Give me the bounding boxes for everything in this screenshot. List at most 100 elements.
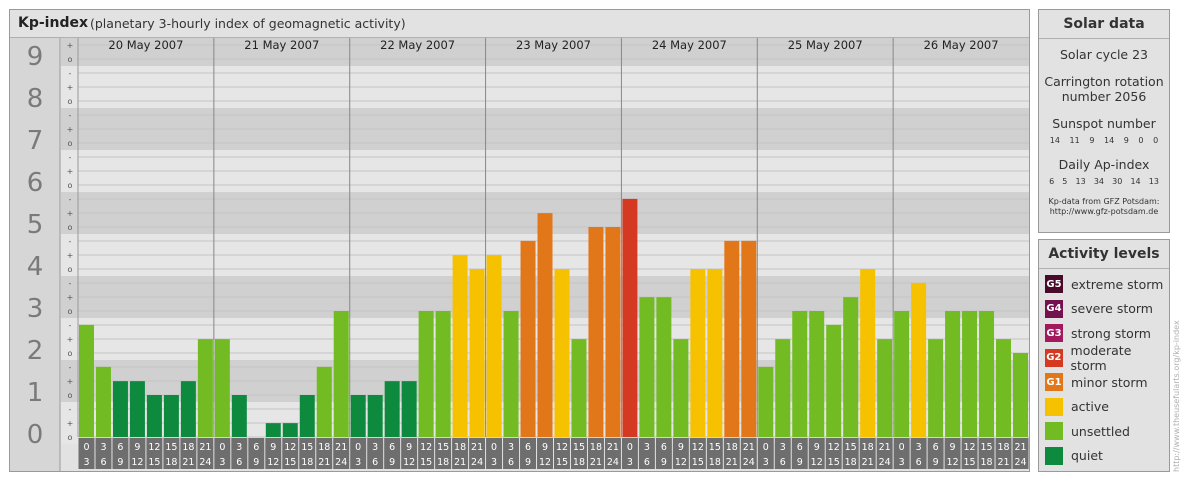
y-subtick-label: o: [68, 97, 73, 106]
interval-end-label: 6: [780, 457, 786, 468]
y-subtick-label: -: [69, 111, 72, 120]
interval-start-label: 9: [270, 442, 276, 453]
kp-bar: [945, 311, 961, 437]
interval-start-label: 6: [253, 442, 259, 453]
sunspot-value: 0: [1138, 136, 1144, 145]
interval-end-label: 12: [539, 457, 551, 468]
day-label: 25 May 2007: [788, 38, 863, 52]
interval-start-label: 21: [879, 442, 891, 453]
y-subtick-label: o: [68, 307, 73, 316]
interval-start-label: 6: [661, 442, 667, 453]
y-tick-label: 6: [27, 168, 44, 198]
interval-cell: [927, 438, 944, 469]
level-g3: G3 strong storm: [1045, 323, 1151, 343]
kp-bar: [435, 311, 451, 437]
interval-start-label: 0: [219, 442, 225, 453]
interval-start-label: 12: [964, 442, 976, 453]
level-g5: G5 extreme storm: [1045, 274, 1163, 294]
kp-bar: [826, 324, 842, 437]
interval-cell: [367, 438, 384, 469]
y-subtick-label: o: [68, 139, 73, 148]
day-label: 26 May 2007: [924, 38, 999, 52]
ap-value: 13: [1075, 177, 1086, 186]
kp-bar: [299, 395, 315, 437]
kp-bar: [843, 297, 859, 437]
interval-cell: [995, 438, 1012, 469]
level-swatch: G1: [1045, 373, 1063, 391]
level-quiet: quiet: [1045, 446, 1103, 466]
interval-cell: [129, 438, 146, 469]
interval-cell: [587, 438, 604, 469]
y-tick-label: 3: [27, 294, 44, 324]
level-label: strong storm: [1071, 325, 1151, 341]
interval-end-label: 18: [573, 457, 585, 468]
interval-end-label: 3: [355, 457, 361, 468]
kp-bar: [452, 255, 468, 437]
kp-bar: [180, 381, 196, 437]
sunspot-value: 14: [1049, 136, 1060, 145]
kp-bar: [197, 339, 213, 437]
kp-bar: [333, 311, 349, 437]
level-label: severe storm: [1071, 301, 1153, 316]
y-tick-label: 0: [27, 420, 44, 450]
interval-start-label: 0: [491, 442, 497, 453]
interval-cell: [570, 438, 587, 469]
interval-cell: [910, 438, 927, 469]
day-label: 20 May 2007: [108, 38, 183, 52]
interval-end-label: 21: [726, 457, 738, 468]
level-active: active: [1045, 397, 1109, 417]
interval-end-label: 15: [420, 457, 432, 468]
day-label: 21 May 2007: [244, 38, 319, 52]
interval-start-label: 9: [406, 442, 412, 453]
interval-start-label: 12: [828, 442, 840, 453]
sunspot-value: 9: [1089, 136, 1095, 145]
level-label: quiet: [1071, 448, 1103, 463]
interval-end-label: 21: [590, 457, 602, 468]
interval-start-label: 9: [950, 442, 956, 453]
ap-value: 13: [1148, 177, 1159, 186]
kp-bar: [418, 311, 434, 437]
y-subtick-label: o: [68, 223, 73, 232]
interval-cell: [401, 438, 418, 469]
interval-end-label: 12: [267, 457, 279, 468]
interval-cell: [520, 438, 537, 469]
y-subtick-label: +: [67, 125, 74, 134]
y-subtick-label: -: [69, 237, 72, 246]
y-subtick-label: +: [67, 377, 74, 386]
interval-end-label: 3: [899, 457, 905, 468]
watermark: http://www.theusefularts.org/kp-index: [1172, 320, 1181, 472]
interval-cell: [146, 438, 163, 469]
interval-start-label: 21: [199, 442, 211, 453]
activity-levels-title: Activity levels: [1039, 240, 1169, 269]
interval-end-label: 9: [389, 457, 395, 468]
interval-cell: [384, 438, 401, 469]
kp-bar: [95, 366, 111, 437]
interval-end-label: 24: [335, 457, 347, 468]
chart-title: Kp-index: [18, 15, 88, 31]
y-subtick-label: -: [69, 321, 72, 330]
interval-cell: [214, 438, 231, 469]
interval-end-label: 9: [525, 457, 531, 468]
interval-end-label: 18: [709, 457, 721, 468]
y-subtick-label: -: [69, 279, 72, 288]
interval-end-label: 3: [491, 457, 497, 468]
interval-cell: [672, 438, 689, 469]
interval-end-label: 9: [933, 457, 939, 468]
y-axis-column: [10, 38, 60, 471]
interval-end-label: 6: [100, 457, 106, 468]
interval-start-label: 18: [862, 442, 874, 453]
interval-start-label: 0: [83, 442, 89, 453]
y-subtick-label: +: [67, 167, 74, 176]
source-link[interactable]: http://www.gfz-potsdam.de: [1049, 207, 1159, 216]
interval-end-label: 6: [236, 457, 242, 468]
interval-cell: [95, 438, 112, 469]
kp-bar: [894, 311, 910, 437]
level-unsettled: unsettled: [1045, 421, 1130, 441]
level-swatch: G4: [1045, 299, 1063, 318]
kp-bar: [673, 339, 689, 437]
interval-end-label: 6: [644, 457, 650, 468]
interval-end-label: 9: [117, 457, 123, 468]
sunspot-title: Sunspot number: [1052, 116, 1156, 131]
level-g4: G4 severe storm: [1045, 299, 1153, 319]
solar-data-panel: Solar data Solar cycle 23 Carrington rot…: [1038, 9, 1170, 233]
